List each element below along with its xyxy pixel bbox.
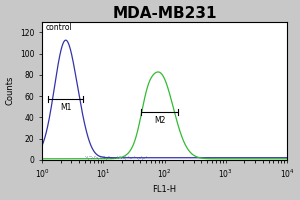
- Text: M2: M2: [154, 116, 165, 125]
- X-axis label: FL1-H: FL1-H: [153, 185, 177, 194]
- Y-axis label: Counts: Counts: [6, 76, 15, 105]
- Text: control: control: [45, 23, 72, 32]
- Title: MDA-MB231: MDA-MB231: [112, 6, 217, 21]
- Text: M1: M1: [60, 103, 71, 112]
